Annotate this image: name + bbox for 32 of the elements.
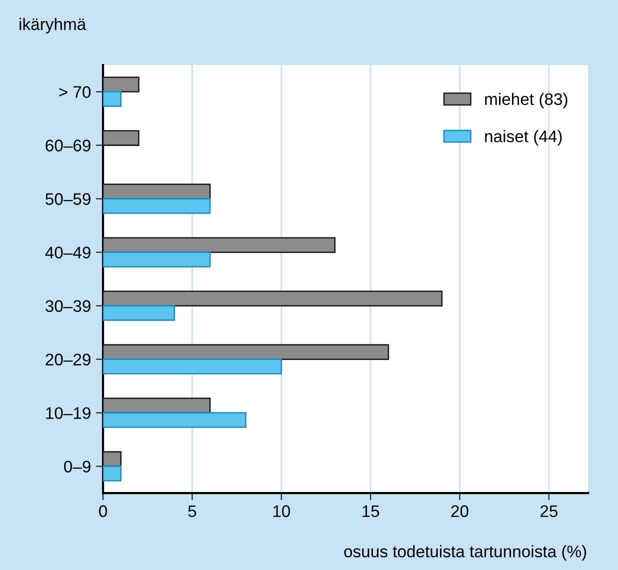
y-tick-label: 30–39	[46, 300, 90, 312]
x-tick-label: 0	[99, 505, 108, 518]
y-tick-label: 20–29	[46, 354, 90, 366]
bar	[103, 412, 246, 428]
y-tick-label: 40–49	[45, 246, 90, 258]
y-axis-title: ikäryhmä	[20, 18, 86, 34]
bar	[103, 184, 211, 200]
bar	[103, 91, 122, 107]
x-tick-label: 5	[188, 505, 196, 518]
y-tick-label: 60–69	[46, 140, 90, 152]
bar	[103, 358, 282, 374]
y-tick-label: 0–9	[64, 460, 90, 472]
x-tick-label: 20	[451, 505, 468, 518]
bar	[103, 398, 211, 414]
bar	[103, 252, 211, 268]
x-tick-label: 15	[362, 505, 380, 518]
bar	[103, 451, 122, 467]
y-tick-label: > 70	[59, 86, 91, 98]
bar	[103, 344, 390, 360]
legend-label: naiset (44)	[485, 130, 562, 146]
y-tick-label: 10–19	[46, 407, 90, 419]
bar	[103, 198, 211, 214]
legend-label: miehet (83)	[485, 92, 568, 108]
x-axis-title: osuus todetuista tartunnoista (%)	[344, 545, 586, 561]
bar	[103, 290, 443, 306]
bar	[103, 466, 122, 482]
bar	[103, 305, 176, 321]
x-tick-label: 10	[273, 505, 290, 518]
y-tick-label: 50–59	[46, 193, 90, 205]
bar	[103, 237, 336, 253]
x-tick-label: 25	[540, 505, 558, 518]
bar	[103, 76, 140, 92]
